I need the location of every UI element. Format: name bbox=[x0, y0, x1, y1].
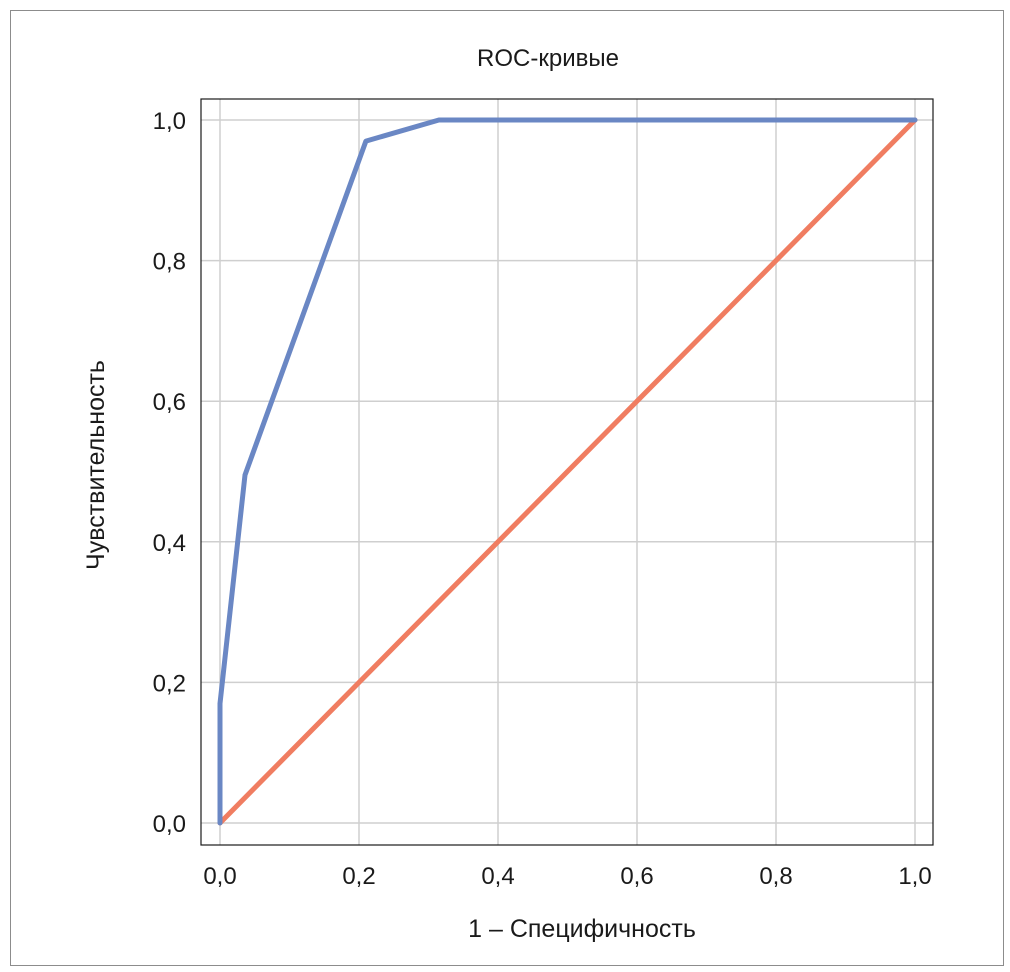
x-axis-label: 1 – Специфичность bbox=[468, 915, 696, 943]
x-tick-label: 0,8 bbox=[759, 863, 792, 890]
tick-labels: 0,0 0,0 0,2 0,2 0,4 0,4 0,6 0,6 0,8 0,8 1,0 1,0 bbox=[153, 108, 932, 890]
x-tick-label: 0,6 bbox=[620, 863, 653, 890]
reference-diagonal-line bbox=[217, 117, 918, 826]
y-tick-label: 0,0 bbox=[153, 811, 186, 838]
x-tick-label: 0,4 bbox=[481, 863, 514, 890]
y-tick-label: 0,6 bbox=[153, 389, 186, 416]
y-tick-label: 0,8 bbox=[153, 249, 186, 276]
series-group bbox=[217, 117, 918, 826]
y-axis-label: Чувствительность bbox=[82, 360, 110, 570]
y-tick-label: 0,2 bbox=[153, 670, 186, 697]
chart-title: ROC-кривые bbox=[477, 45, 619, 72]
x-tick-label: 1,0 bbox=[898, 863, 931, 890]
chart-frame bbox=[10, 10, 1004, 966]
y-tick-label: 1,0 bbox=[153, 108, 186, 135]
x-tick-label: 0,0 bbox=[203, 863, 236, 890]
roc-curve-line bbox=[217, 117, 918, 826]
x-tick-label: 0,2 bbox=[342, 863, 375, 890]
plot-area-border bbox=[200, 98, 934, 846]
y-tick-label: 0,4 bbox=[153, 530, 186, 557]
